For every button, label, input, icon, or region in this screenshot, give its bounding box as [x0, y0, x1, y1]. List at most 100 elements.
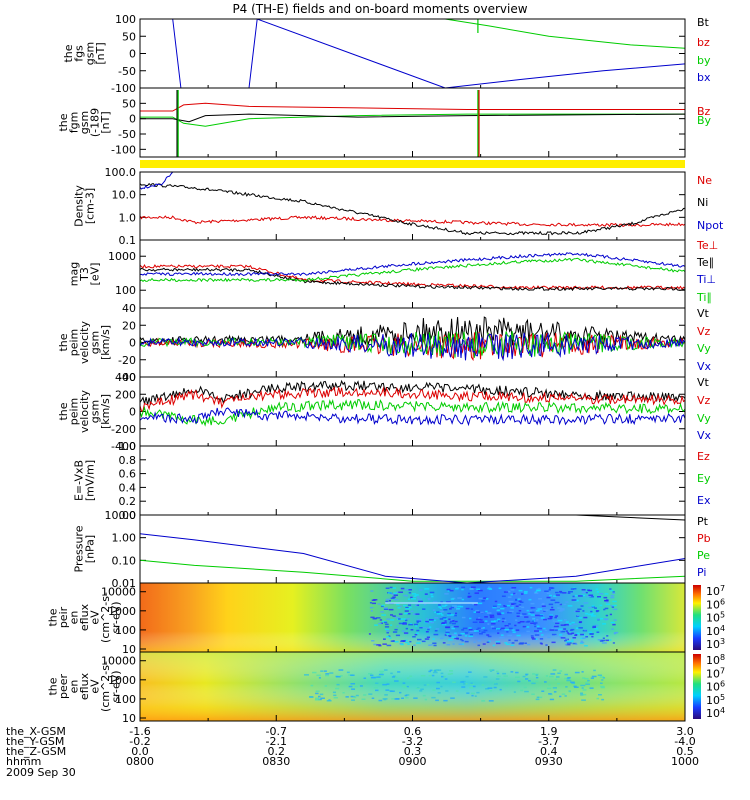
ion-flux-speckle-cell [496, 628, 500, 630]
ion-flux-speckle-cell [486, 634, 490, 636]
xaxis-value-z: 0.2 [268, 745, 286, 758]
ion-flux-speckle-cell [408, 604, 412, 606]
ion-flux-speckle-cell [501, 627, 505, 630]
electron-flux-speckle-cell [326, 700, 332, 702]
electron-flux-speckle-cell [432, 689, 436, 691]
ion-flux-speckle-cell [511, 605, 515, 607]
ion-flux-speckle-cell [411, 593, 417, 595]
ion-flux-speckle-cell [529, 611, 535, 614]
ion-flux-speckle-cell [507, 634, 513, 637]
ion-flux-speckle-cell [508, 627, 513, 630]
ion-flux-speckle-cell [516, 598, 521, 601]
electron-flux-colorbar-label: 108 [706, 653, 725, 667]
ion-flux-speckle-cell [557, 607, 563, 609]
ion-flux-speckle-cell [566, 632, 569, 634]
density-series-npot [139, 171, 174, 190]
ion-flux-speckle-cell [505, 643, 510, 646]
electron-flux-speckle-cell [316, 674, 321, 677]
ion-flux-speckle-cell [376, 644, 381, 646]
fgm-series-bx [140, 113, 686, 123]
electron-flux-speckle-cell [404, 694, 408, 697]
ion-flux-speckle-cell [391, 593, 395, 595]
ion-flux-speckle-cell [479, 621, 485, 623]
electron-flux-speckle-cell [559, 695, 562, 698]
ion-flux-speckle-cell [445, 631, 450, 634]
ion-flux-speckle-cell [397, 607, 401, 609]
ion-flux-speckle-cell [568, 640, 574, 643]
ion-flux-speckle-cell [603, 618, 609, 620]
ion-flux-speckle-cell [594, 624, 599, 627]
ion-flux-speckle-cell [485, 610, 488, 613]
electron-flux-speckle-cell [557, 682, 560, 685]
ion-flux-speckle-cell [518, 589, 523, 592]
ion-flux-speckle-cell [412, 636, 416, 638]
electron-flux-speckle-cell [580, 694, 584, 696]
ion-flux-speckle-cell [582, 637, 586, 639]
electron-flux-speckle-cell [336, 676, 341, 678]
ion-flux-speckle-cell [386, 630, 390, 632]
ion-flux-speckle-cell [548, 589, 551, 591]
ion-flux-speckle-cell [548, 603, 554, 606]
ion-flux-speckle-cell [575, 599, 578, 601]
ion-flux-speckle-cell [584, 645, 588, 647]
ion-flux-speckle-cell [520, 614, 523, 616]
ion-flux-speckle-cell [403, 632, 409, 634]
ion-flux-speckle-cell [449, 589, 454, 592]
ion-flux-speckle-cell [450, 619, 455, 621]
density-series-ne [139, 215, 686, 228]
ion-flux-speckle-cell [426, 627, 431, 629]
electron-flux-speckle-cell [449, 670, 454, 672]
efield-ytick-label: 0.0 [119, 509, 137, 522]
ion-flux-speckle-cell [554, 627, 559, 630]
electron-flux-speckle-cell [431, 696, 436, 699]
ion-flux-speckle-cell [567, 592, 571, 594]
electron-flux-speckle-cell [470, 683, 475, 686]
electron-flux-speckle-cell [440, 685, 443, 688]
ion-flux-speckle-cell [382, 643, 387, 645]
pressure-legend-pe: Pe [697, 549, 710, 562]
electron-flux-ytick-label: 10000 [101, 655, 136, 668]
ion-flux-speckle-cell [388, 600, 391, 602]
ion-flux-speckle-cell [549, 609, 555, 611]
ion-flux-speckle-cell [605, 601, 609, 604]
ion-flux-speckle-cell [490, 620, 496, 623]
ion-flux-speckle-cell [451, 626, 454, 628]
ion-flux-speckle-cell [575, 627, 580, 629]
ion-flux-speckle-cell [547, 636, 551, 639]
ion-flux-speckle-cell [545, 644, 548, 646]
ion-flux-speckle-cell [369, 602, 372, 604]
ion-flux-speckle-cell [392, 615, 396, 617]
ion-flux-speckle-cell [481, 631, 486, 633]
xaxis-value-t: 0930 [535, 755, 563, 768]
ion-flux-speckle-cell [383, 621, 388, 624]
ion-flux-speckle-cell [559, 608, 565, 610]
electron-flux-speckle-cell [580, 684, 586, 687]
ion-flux-speckle-cell [486, 641, 490, 643]
ion-flux-speckle-cell [581, 589, 586, 591]
electron-flux-speckle-cell [559, 670, 563, 672]
density-legend-ni: Ni [697, 196, 708, 209]
electron-flux-speckle-cell [426, 683, 430, 686]
ion-flux-speckle-cell [476, 628, 479, 631]
temp-ylabel: magT3[eV] [68, 262, 102, 286]
fgs-series-by [445, 18, 686, 49]
electron-flux-speckle-cell [596, 697, 600, 700]
electron-flux-speckle-cell [351, 699, 355, 701]
ion-flux-speckle-cell [411, 598, 416, 600]
ion-flux-speckle-cell [534, 591, 538, 593]
ion-flux-speckle-cell [416, 620, 422, 622]
density-legend-npot: Npot [697, 219, 724, 232]
ion-flux-speckle-cell [536, 588, 541, 591]
ion-flux-speckle-cell [537, 627, 542, 630]
ion-flux-speckle-cell [422, 608, 426, 610]
ion-flux-speckle-cell [540, 617, 545, 619]
electron-flux-speckle-cell [589, 687, 594, 689]
ion-flux-speckle-cell [544, 590, 549, 592]
xaxis-value-x: 0.6 [404, 725, 422, 738]
ion-flux-speckle-cell [611, 606, 615, 608]
electron-flux-speckle-cell [379, 670, 385, 673]
ion-flux-speckle-cell [425, 620, 429, 623]
electron-flux-speckle-cell [436, 687, 440, 690]
electron-flux-speckle-cell [395, 698, 400, 700]
electron-flux-speckle-cell [468, 671, 472, 673]
